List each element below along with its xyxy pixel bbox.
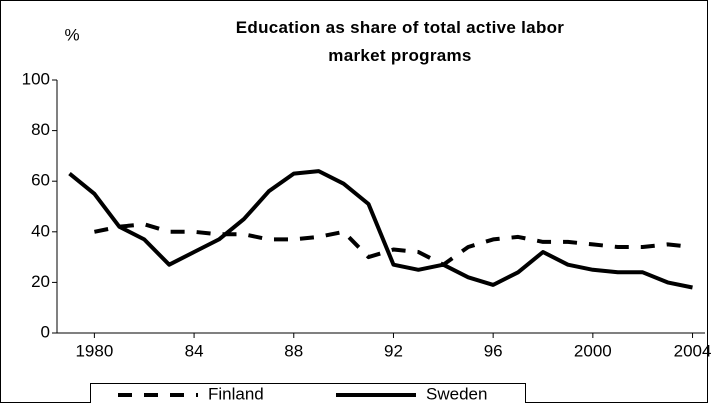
chart-title: Education as share of total active labor… bbox=[235, 18, 565, 65]
y-tick-label: 20 bbox=[31, 272, 50, 291]
legend-label: Finland bbox=[208, 384, 264, 403]
x-tick-label: 88 bbox=[284, 341, 303, 360]
y-axis-label: % bbox=[64, 25, 79, 44]
series-line bbox=[93, 222, 693, 267]
x-tick-label: 1980 bbox=[75, 341, 113, 360]
x-tick-label: 84 bbox=[185, 341, 204, 360]
y-tick-label: 40 bbox=[31, 221, 50, 240]
series-line bbox=[68, 169, 693, 290]
y-tick-label: 80 bbox=[31, 120, 50, 139]
legend-label: Sweden bbox=[426, 384, 487, 403]
x-tick-label: 92 bbox=[384, 341, 403, 360]
x-tick-label: 96 bbox=[484, 341, 503, 360]
x-tick-label: 2000 bbox=[574, 341, 612, 360]
legend-box bbox=[90, 383, 526, 403]
y-tick-label: 100 bbox=[22, 69, 50, 88]
y-tick-label: 60 bbox=[31, 171, 50, 190]
x-tick-label: 2004 bbox=[674, 341, 712, 360]
y-tick-label: 0 bbox=[41, 322, 50, 341]
